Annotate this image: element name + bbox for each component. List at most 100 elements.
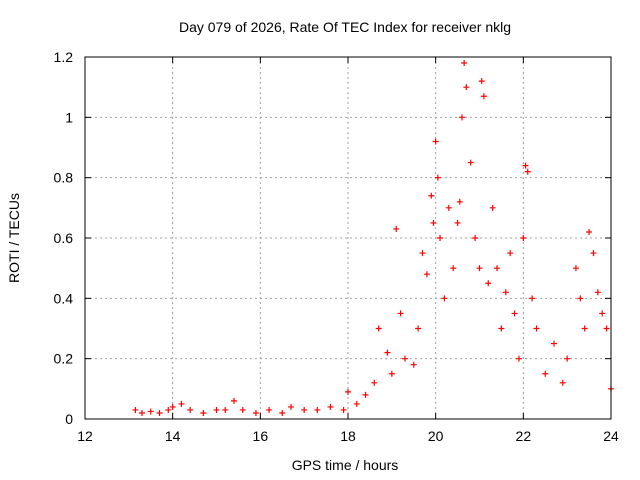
data-point xyxy=(430,219,437,226)
y-tick-label: 0.8 xyxy=(54,170,74,186)
y-tick-label: 1.2 xyxy=(54,49,74,65)
data-point xyxy=(156,409,163,416)
data-point xyxy=(353,400,360,407)
y-tick-label: 0.4 xyxy=(54,290,74,306)
data-point xyxy=(559,379,566,386)
grid xyxy=(85,57,611,419)
data-point xyxy=(480,93,487,100)
data-point xyxy=(458,114,465,121)
data-point xyxy=(213,406,220,413)
data-point xyxy=(340,406,347,413)
data-point xyxy=(485,280,492,287)
data-point xyxy=(441,295,448,302)
data-point xyxy=(288,403,295,410)
data-point xyxy=(252,409,259,416)
data-point xyxy=(450,265,457,272)
data-point xyxy=(419,250,426,257)
data-point xyxy=(511,310,518,317)
data-point xyxy=(231,397,238,404)
data-point xyxy=(301,406,308,413)
y-tick-label: 0.2 xyxy=(54,351,74,367)
data-point xyxy=(467,159,474,166)
data-point xyxy=(502,289,509,296)
data-point xyxy=(375,325,382,332)
data-point xyxy=(415,325,422,332)
data-point xyxy=(138,409,145,416)
data-point xyxy=(239,406,246,413)
x-tick-label: 12 xyxy=(77,428,93,444)
x-axis-label: GPS time / hours xyxy=(292,457,399,473)
data-point xyxy=(603,325,610,332)
y-tick-label: 0.6 xyxy=(54,230,74,246)
data-point xyxy=(401,355,408,362)
data-point xyxy=(397,310,404,317)
data-point xyxy=(437,235,444,241)
data-point xyxy=(428,192,435,199)
chart-title: Day 079 of 2026, Rate Of TEC Index for r… xyxy=(179,19,511,35)
data-point xyxy=(279,409,286,416)
x-tick-label: 18 xyxy=(340,428,356,444)
data-point xyxy=(178,400,185,407)
y-axis-label: ROTI / TECUs xyxy=(6,193,22,283)
data-point xyxy=(476,265,483,272)
data-point xyxy=(266,406,273,413)
data-point xyxy=(132,406,139,413)
data-point xyxy=(410,361,417,368)
data-point xyxy=(472,235,479,241)
data-point xyxy=(456,198,463,205)
data-point xyxy=(590,250,597,257)
data-point xyxy=(434,174,441,181)
data-point xyxy=(147,408,154,415)
data-point xyxy=(478,78,485,85)
data-point xyxy=(494,265,501,272)
data-point xyxy=(577,295,584,302)
data-point xyxy=(564,355,571,362)
data-point xyxy=(551,340,558,347)
data-point xyxy=(345,388,351,395)
data-point xyxy=(515,355,522,362)
data-point xyxy=(461,60,468,67)
data-point xyxy=(507,250,514,257)
data-point xyxy=(222,406,229,413)
y-tick-label: 0 xyxy=(65,411,73,427)
data-point xyxy=(454,219,461,226)
data-point xyxy=(423,271,430,278)
data-point xyxy=(524,168,531,175)
data-point xyxy=(581,325,588,332)
data-point xyxy=(586,228,593,235)
data-point xyxy=(432,138,439,145)
data-point xyxy=(314,406,321,413)
data-point xyxy=(362,391,369,398)
data-point xyxy=(522,162,529,169)
data-point xyxy=(445,204,452,211)
data-point xyxy=(594,289,601,296)
x-tick-labels: 12 14 16 18 20 22 24 xyxy=(77,428,619,444)
data-point xyxy=(572,265,579,272)
data-point xyxy=(533,325,540,332)
data-point xyxy=(327,403,334,410)
data-point xyxy=(388,370,395,377)
data-point xyxy=(542,370,549,377)
x-tick-label: 14 xyxy=(165,428,181,444)
y-tick-labels: 0 0.2 0.4 0.6 0.8 1 1.2 xyxy=(54,49,74,427)
x-tick-label: 22 xyxy=(516,428,532,444)
x-tick-label: 20 xyxy=(428,428,444,444)
data-point xyxy=(463,84,470,91)
x-tick-label: 24 xyxy=(603,428,619,444)
data-point xyxy=(529,295,536,302)
axis-ticks xyxy=(84,56,612,420)
data-point xyxy=(489,204,496,211)
data-point xyxy=(393,225,400,232)
data-point xyxy=(520,235,527,241)
data-point xyxy=(599,310,606,317)
data-point xyxy=(384,349,391,356)
x-tick-label: 16 xyxy=(253,428,269,444)
data-point xyxy=(165,406,172,413)
plot-points xyxy=(132,60,614,416)
data-point xyxy=(498,325,505,332)
data-point xyxy=(200,409,207,416)
data-point xyxy=(169,403,176,410)
y-tick-label: 1 xyxy=(65,109,73,125)
data-point xyxy=(187,406,194,413)
